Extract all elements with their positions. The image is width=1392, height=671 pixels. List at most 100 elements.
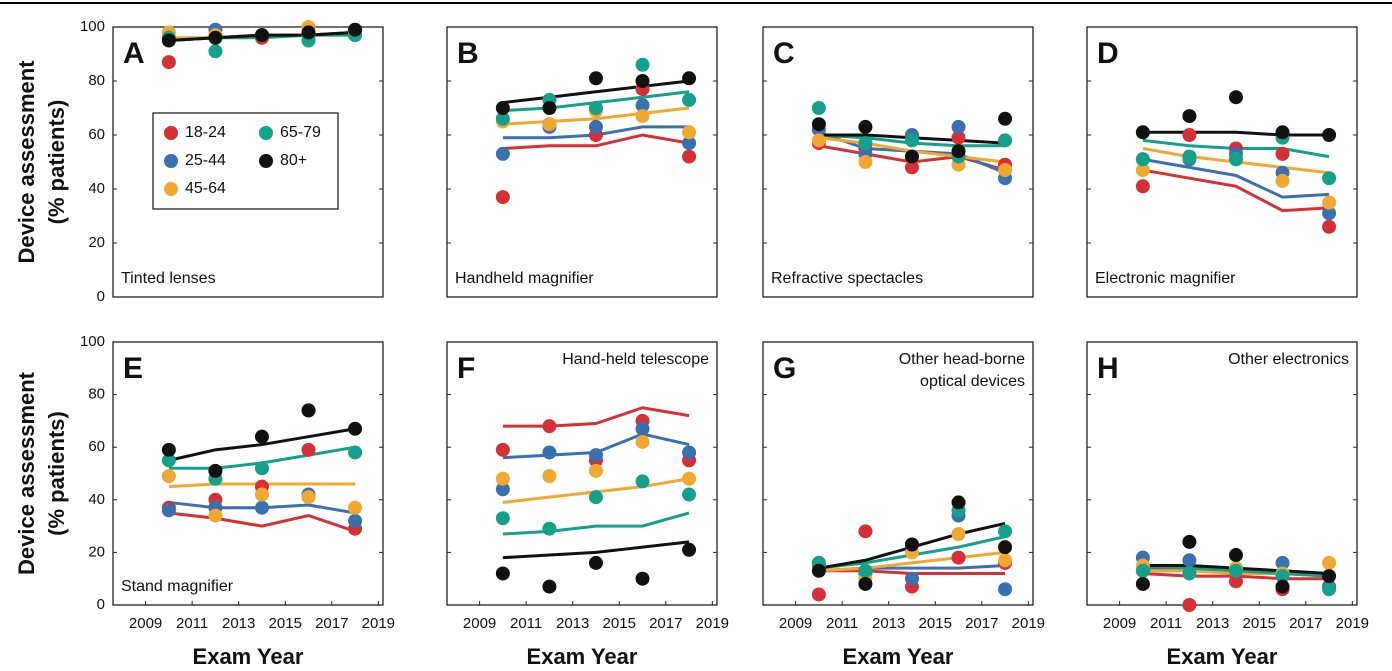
legend-label: 65-79: [280, 124, 321, 141]
y-axis-label: Device assessment: [14, 60, 39, 264]
data-point: [1322, 171, 1337, 186]
data-point: [254, 500, 269, 515]
trend-line: [168, 427, 356, 462]
annotation: Hand-held telescope: [562, 351, 709, 368]
data-point: [1135, 163, 1150, 178]
panel: 0 20 40 60 80 100 Device assessment (% patients…: [14, 18, 384, 305]
panel-letter: E: [123, 352, 143, 385]
data-point: [858, 576, 873, 591]
data-point: [904, 133, 919, 148]
y-tick-label: 0: [97, 288, 105, 305]
data-point: [161, 453, 176, 468]
x-tick-label: 2019: [1012, 615, 1045, 632]
annotation: Other electronics: [1228, 351, 1349, 368]
x-tick-label: 2015: [1243, 615, 1276, 632]
data-point: [348, 500, 363, 515]
data-point: [1182, 566, 1197, 581]
data-point: [254, 429, 269, 444]
x-tick-label: 2015: [269, 615, 302, 632]
trend-line: [1142, 168, 1330, 213]
data-point: [588, 490, 603, 505]
panel: C Refractive spectacles: [762, 26, 1034, 298]
data-point: [348, 445, 363, 460]
data-point: [682, 125, 697, 140]
x-tick-label: 2019: [1336, 615, 1369, 632]
trend-line: [502, 511, 690, 536]
data-point: [858, 136, 873, 151]
x-tick-label: 2011: [176, 615, 208, 632]
data-point: [951, 495, 966, 510]
data-point: [301, 403, 316, 418]
legend-box: [152, 112, 339, 210]
data-point: [682, 71, 697, 86]
data-point: [542, 101, 557, 115]
data-point: [495, 190, 510, 205]
data-point: [951, 550, 966, 565]
trend-line: [502, 540, 690, 560]
y-tick-label: 20: [88, 234, 105, 251]
legend-label: 80+: [280, 152, 307, 169]
data-point: [682, 445, 697, 460]
legend-label: 25-44: [185, 152, 226, 169]
data-point: [682, 542, 697, 557]
data-point: [998, 133, 1013, 148]
y-tick-label: 60: [88, 126, 105, 143]
data-point: [998, 163, 1013, 178]
x-tick-label: 2015: [919, 615, 952, 632]
data-point: [1228, 563, 1243, 578]
annotation: optical devices: [920, 373, 1025, 390]
data-point: [495, 101, 510, 115]
data-point: [542, 469, 557, 484]
data-point: [811, 133, 826, 148]
data-point: [495, 482, 510, 497]
x-tick-label: 2009: [129, 615, 162, 632]
x-tick-label: 2013: [222, 615, 255, 632]
data-point: [635, 74, 650, 88]
data-point: [811, 563, 826, 578]
panel: B Handheld magnifier: [446, 26, 718, 298]
x-tick-label: 2017: [965, 615, 998, 632]
data-point: [254, 461, 269, 476]
data-point: [542, 117, 557, 132]
data-point: [1228, 548, 1243, 563]
legend-marker: [259, 126, 273, 140]
data-point: [811, 101, 826, 115]
data-point: [495, 471, 510, 486]
data-point: [682, 487, 697, 502]
data-point: [542, 445, 557, 460]
data-point: [1275, 555, 1290, 570]
annotation: Refractive spectacles: [771, 270, 923, 287]
data-point: [811, 117, 826, 132]
data-point: [904, 537, 919, 552]
y-tick-label: 80: [88, 72, 105, 89]
x-tick-label: 2009: [463, 615, 496, 632]
data-point: [998, 111, 1013, 126]
y-tick-label: 80: [88, 386, 105, 403]
trend-line: [502, 406, 690, 428]
data-point: [998, 553, 1013, 568]
y-tick-label: 40: [88, 180, 105, 197]
data-point: [348, 22, 363, 37]
trend-line: [168, 511, 356, 533]
trend-line: [1142, 157, 1330, 199]
trend-line: [502, 133, 690, 150]
data-point: [1275, 173, 1290, 188]
data-point: [998, 540, 1013, 555]
data-point: [1322, 582, 1337, 597]
data-point: [635, 434, 650, 449]
data-point: [495, 111, 510, 126]
annotation: Other head-borne: [899, 351, 1025, 368]
data-point: [951, 119, 966, 134]
data-point: [858, 563, 873, 578]
data-point: [301, 442, 316, 457]
panel: 2009 2011 2013 2015 2017 2019 Exam Year H Other …: [1086, 341, 1369, 669]
plot-frame: [762, 26, 1034, 298]
data-point: [858, 119, 873, 134]
x-tick-label: 2011: [510, 615, 542, 632]
trend-line: [818, 550, 1006, 573]
data-point: [1275, 579, 1290, 594]
data-point: [635, 571, 650, 586]
data-point: [1182, 149, 1197, 164]
annotation: Stand magnifier: [121, 578, 234, 595]
plot-frame: [762, 341, 1034, 606]
